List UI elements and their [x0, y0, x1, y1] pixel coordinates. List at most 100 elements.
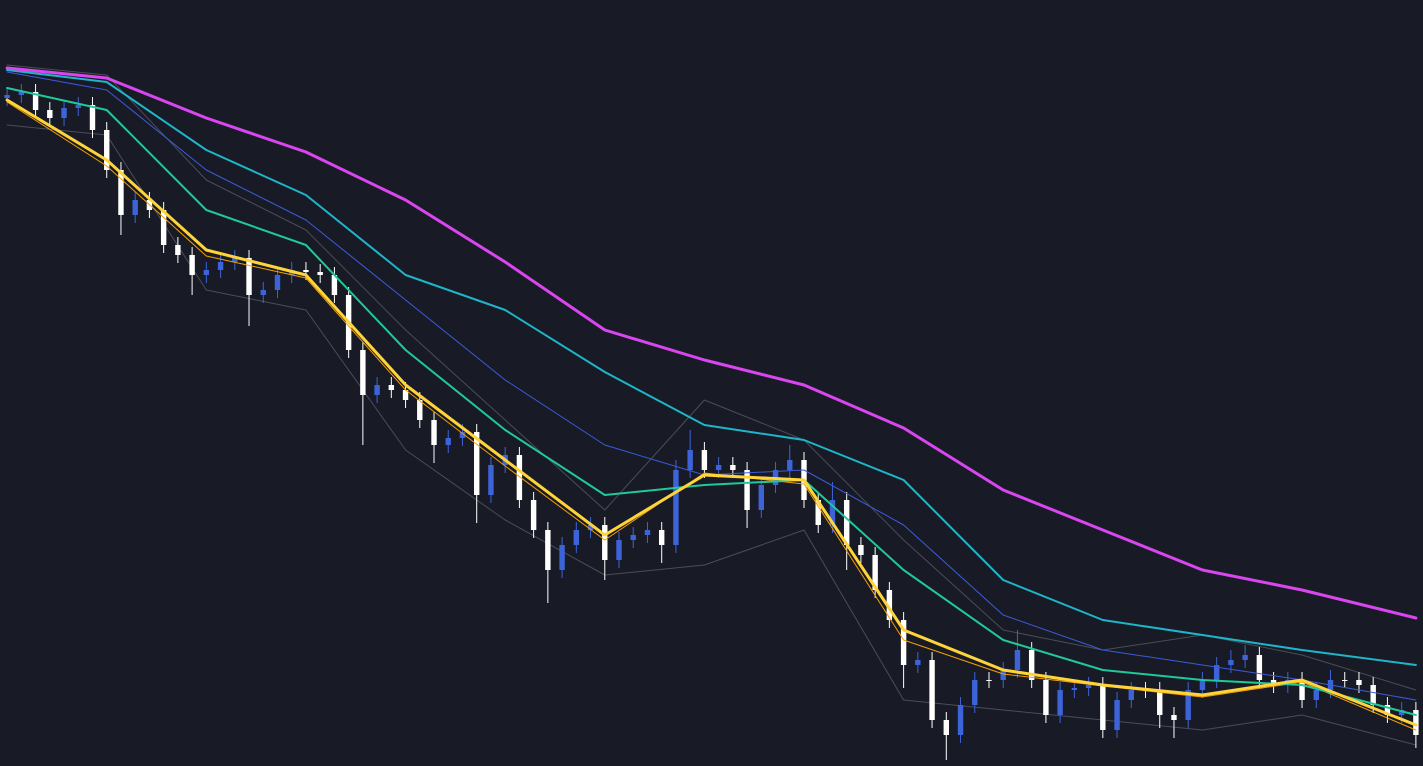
candle-body: [630, 535, 636, 540]
candle-body: [160, 210, 167, 245]
candle-body: [1228, 660, 1234, 665]
candle-body: [1256, 655, 1263, 680]
candle-body: [488, 465, 494, 495]
candle-body: [4, 95, 10, 98]
band-layer: [6, 64, 1417, 746]
candle-body: [573, 530, 580, 545]
candle-body: [658, 530, 665, 545]
candle-body: [972, 680, 978, 705]
candle-body: [1057, 690, 1063, 715]
candle-body: [132, 200, 138, 215]
band-line: [6, 124, 1417, 746]
candle-body: [758, 485, 765, 510]
candle-body: [929, 660, 935, 720]
candle-body: [402, 390, 409, 400]
candle-body: [1313, 690, 1319, 700]
candle-body: [644, 530, 651, 535]
candle-body: [1028, 650, 1035, 680]
candle-body: [175, 245, 181, 255]
candle-body: [986, 680, 992, 681]
candle-body: [1171, 715, 1177, 720]
candle-body: [886, 590, 893, 620]
candle-body: [1114, 700, 1120, 730]
candle-body: [957, 705, 964, 735]
candle-body: [616, 540, 622, 560]
candle-body: [900, 620, 907, 665]
candle-body: [587, 525, 594, 530]
candle-body: [530, 500, 537, 530]
candle-body: [217, 262, 224, 270]
average-line: [6, 69, 1417, 666]
candle-body: [1270, 680, 1277, 685]
candle-body: [18, 92, 25, 95]
candle-body: [1157, 690, 1163, 715]
candle-body: [843, 500, 850, 545]
candle-body: [260, 290, 266, 295]
candle-body: [829, 500, 836, 525]
candle-body: [1242, 655, 1248, 660]
candle-body: [232, 258, 238, 262]
candle-body: [1370, 685, 1376, 705]
candle-body: [1199, 680, 1206, 690]
candle-body: [445, 438, 451, 445]
candle-body: [203, 270, 210, 275]
candle-body: [915, 660, 921, 665]
candle-body: [1413, 710, 1419, 735]
candle-body: [1014, 650, 1021, 670]
candle-body: [787, 460, 793, 470]
candle-body: [459, 432, 466, 438]
average-line: [6, 101, 1417, 731]
candle-body: [317, 272, 323, 275]
candle-body: [744, 470, 750, 510]
average-line: [5, 66, 1418, 620]
candle-body: [872, 555, 878, 590]
candle-body: [75, 105, 81, 108]
candle-body: [1342, 680, 1348, 681]
candle-body: [417, 400, 423, 420]
band-line: [6, 64, 1417, 691]
candle-body: [545, 530, 551, 570]
candle-body: [1213, 665, 1220, 680]
candle-body: [1100, 685, 1106, 730]
candle-body: [360, 350, 366, 395]
candle-body: [1398, 710, 1405, 715]
candle-body: [303, 270, 309, 272]
candle-body: [118, 170, 124, 215]
candle-body: [516, 455, 523, 500]
candle-body: [1085, 685, 1092, 688]
candle-body: [32, 92, 39, 110]
average-line: [6, 87, 1417, 716]
candle-body: [104, 130, 110, 170]
candle-body: [331, 275, 338, 295]
candle-body: [1043, 680, 1049, 715]
candle-body: [189, 255, 195, 275]
candle-body: [858, 545, 864, 555]
candle-body: [1299, 680, 1305, 700]
average-line: [5, 98, 1418, 727]
candle-body: [1384, 705, 1391, 715]
candle-body: [1000, 670, 1006, 680]
candle-body: [374, 385, 380, 395]
candle-body: [61, 108, 67, 118]
candle-body: [673, 470, 679, 545]
candle-body: [246, 258, 252, 295]
candle-body: [730, 465, 736, 470]
candle-body: [715, 465, 722, 470]
candle-body: [89, 105, 96, 130]
line-layer: [5, 66, 1418, 731]
candle-body: [602, 525, 608, 560]
candle-body: [943, 720, 949, 735]
candle-body: [274, 275, 281, 290]
candle-body: [474, 432, 480, 495]
candle-body: [687, 450, 693, 470]
candle-body: [559, 545, 565, 570]
candle-body: [388, 385, 395, 390]
candle-body: [47, 110, 53, 118]
candle-body: [701, 450, 708, 470]
candle-body: [1128, 690, 1134, 700]
candle-body: [1185, 690, 1191, 720]
candle-body: [1071, 688, 1078, 690]
